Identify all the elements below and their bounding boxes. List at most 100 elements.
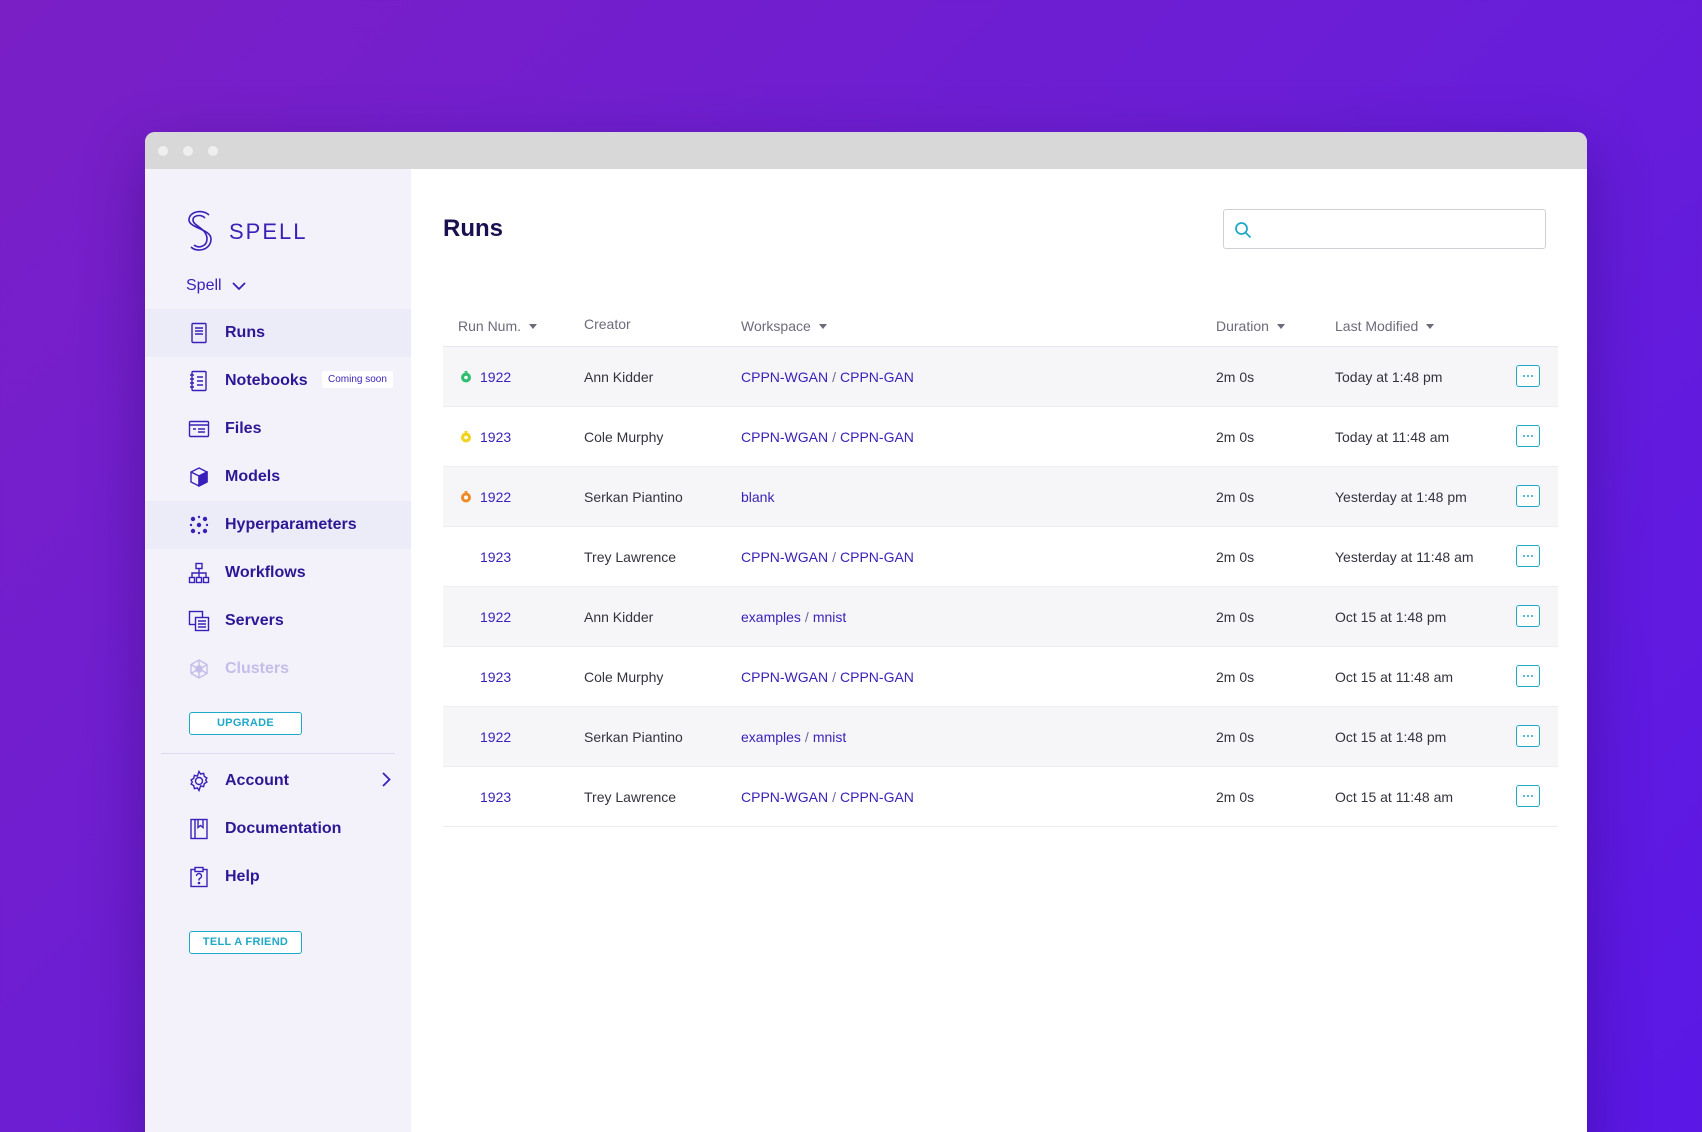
duration-value: 2m 0s xyxy=(1216,429,1255,445)
run-number-link[interactable]: 1922 xyxy=(480,609,512,625)
gear-icon xyxy=(188,770,210,792)
run-number-link[interactable]: 1922 xyxy=(480,369,512,385)
workspace-link[interactable]: examples xyxy=(741,729,801,745)
workspace-separator: / xyxy=(832,789,837,805)
workspace-branch-link[interactable]: CPPN-GAN xyxy=(840,549,914,565)
more-options-button[interactable] xyxy=(1516,365,1540,387)
run-number-link[interactable]: 1923 xyxy=(480,669,512,685)
sort-caret-icon xyxy=(529,323,538,329)
workspace-branch-link[interactable]: CPPN-GAN xyxy=(840,369,914,385)
window-minimize-dot[interactable] xyxy=(183,146,193,156)
creator-name: Serkan Piantino xyxy=(584,729,683,745)
sidebar-item-help[interactable]: Help xyxy=(145,853,411,901)
search-input[interactable] xyxy=(1260,210,1540,248)
workspace-branch-link[interactable]: CPPN-GAN xyxy=(840,669,914,685)
more-options-button[interactable] xyxy=(1516,605,1540,627)
sidebar-item-workflows[interactable]: Workflows xyxy=(145,549,411,597)
creator-name: Cole Murphy xyxy=(584,429,664,445)
sidebar-item-files[interactable]: Files xyxy=(145,405,411,453)
workspace-link[interactable]: CPPN-WGAN xyxy=(741,549,829,565)
tell-a-friend-button[interactable]: TELL A FRIEND xyxy=(189,931,302,954)
org-selector[interactable]: Spell xyxy=(186,277,246,295)
dot-icon xyxy=(1531,435,1533,437)
upgrade-button[interactable]: UPGRADE xyxy=(189,712,302,735)
run-number-link[interactable]: 1923 xyxy=(480,549,512,565)
sort-caret-icon xyxy=(1426,323,1435,329)
dot-icon xyxy=(1531,555,1533,557)
column-run-num[interactable]: Run Num. xyxy=(458,318,538,334)
sidebar-item-clusters[interactable]: Clusters xyxy=(145,645,411,693)
table-row[interactable]: 1922 Ann Kidder examples / mnist 2m 0s Oct 15 … xyxy=(443,587,1558,647)
dot-icon xyxy=(1527,795,1529,797)
table-row[interactable]: 1923 Cole Murphy CPPN-WGAN / CPPN-GAN 2m 0s Oc… xyxy=(443,647,1558,707)
run-number-link[interactable]: 1922 xyxy=(480,489,512,505)
table-row[interactable]: 1923 Trey Lawrence CPPN-WGAN / CPPN-GAN 2m 0s… xyxy=(443,767,1558,827)
sidebar-item-account[interactable]: Account xyxy=(145,757,411,805)
workspace-link[interactable]: CPPN-WGAN xyxy=(741,429,829,445)
dot-icon xyxy=(1531,615,1533,617)
sidebar-item-label: Clusters xyxy=(225,660,290,677)
table-row[interactable]: 1922 Serkan Piantino examples / mnist 2m 0s Oc… xyxy=(443,707,1558,767)
brand-logo[interactable]: SPELL xyxy=(185,209,308,255)
more-options-button[interactable] xyxy=(1516,545,1540,567)
table-row[interactable]: 1922 Ann Kidder CPPN-WGAN / CPPN-GAN 2m 0s Tod… xyxy=(443,347,1558,407)
run-number-link[interactable]: 1923 xyxy=(480,429,512,445)
sidebar-divider xyxy=(161,753,395,754)
workspace-branch-link[interactable]: mnist xyxy=(812,609,847,625)
more-options-button[interactable] xyxy=(1516,425,1540,447)
org-name: Spell xyxy=(186,277,222,294)
page-title: Runs xyxy=(443,215,503,242)
sidebar-item-label: Runs xyxy=(225,324,265,341)
dot-icon xyxy=(1523,675,1525,677)
duration-value: 2m 0s xyxy=(1216,369,1255,385)
creator-name: Serkan Piantino xyxy=(584,489,683,505)
cube-icon xyxy=(188,466,210,488)
sidebar-item-servers[interactable]: Servers xyxy=(145,597,411,645)
sidebar-item-models[interactable]: Models xyxy=(145,453,411,501)
table-row[interactable]: 1923 Cole Murphy CPPN-WGAN / CPPN-GAN 2m 0s To… xyxy=(443,407,1558,467)
window-maximize-dot[interactable] xyxy=(208,146,218,156)
column-workspace[interactable]: Workspace xyxy=(741,318,827,334)
sidebar-item-notebooks[interactable]: Notebooks Coming soon xyxy=(145,357,411,405)
table-row[interactable]: 1922 Serkan Piantino blank 2m 0s Yesterday a… xyxy=(443,467,1558,527)
more-options-button[interactable] xyxy=(1516,785,1540,807)
workspace-link[interactable]: CPPN-WGAN xyxy=(741,669,829,685)
workspace-link[interactable]: examples xyxy=(741,609,801,625)
chevron-right-icon xyxy=(382,772,391,787)
more-options-button[interactable] xyxy=(1516,665,1540,687)
sidebar-item-label: Hyperparameters xyxy=(225,516,357,533)
column-duration[interactable]: Duration xyxy=(1216,318,1285,334)
creator-name: Ann Kidder xyxy=(584,369,654,385)
last-modified-value: Oct 15 at 1:48 pm xyxy=(1335,729,1447,745)
run-number-link[interactable]: 1922 xyxy=(480,729,512,745)
coming-soon-badge: Coming soon xyxy=(322,371,393,388)
more-options-button[interactable] xyxy=(1516,485,1540,507)
workspace-link[interactable]: CPPN-WGAN xyxy=(741,789,829,805)
search-box[interactable] xyxy=(1223,209,1546,249)
sort-caret-icon xyxy=(1276,323,1285,329)
sidebar-item-label: Files xyxy=(225,420,262,437)
last-modified-value: Today at 1:48 pm xyxy=(1335,369,1443,385)
workspace-separator: / xyxy=(832,549,837,565)
sidebar-item-documentation[interactable]: Documentation xyxy=(145,805,411,853)
window-close-dot[interactable] xyxy=(158,146,168,156)
run-number-link[interactable]: 1923 xyxy=(480,789,512,805)
more-options-button[interactable] xyxy=(1516,725,1540,747)
workspace-cell: CPPN-WGAN / CPPN-GAN xyxy=(741,789,914,805)
dot-icon xyxy=(1523,735,1525,737)
sidebar-bottom-nav: Account Documentation Help xyxy=(145,757,411,901)
workspace-branch-link[interactable]: CPPN-GAN xyxy=(840,429,914,445)
workspace-link[interactable]: blank xyxy=(741,489,775,505)
workspace-branch-link[interactable]: mnist xyxy=(812,729,847,745)
column-last-modified[interactable]: Last Modified xyxy=(1335,318,1435,334)
column-creator[interactable]: Creator xyxy=(584,316,631,332)
workspace-branch-link[interactable]: CPPN-GAN xyxy=(840,789,914,805)
sidebar-item-runs[interactable]: Runs xyxy=(145,309,411,357)
table-row[interactable]: 1923 Trey Lawrence CPPN-WGAN / CPPN-GAN 2m 0s… xyxy=(443,527,1558,587)
creator-name: Trey Lawrence xyxy=(584,549,677,565)
chevron-down-icon xyxy=(231,281,246,290)
sidebar-item-label: Models xyxy=(225,468,281,485)
sidebar-item-hyperparameters[interactable]: Hyperparameters xyxy=(145,501,411,549)
workspace-link[interactable]: CPPN-WGAN xyxy=(741,369,829,385)
duration-value: 2m 0s xyxy=(1216,789,1255,805)
